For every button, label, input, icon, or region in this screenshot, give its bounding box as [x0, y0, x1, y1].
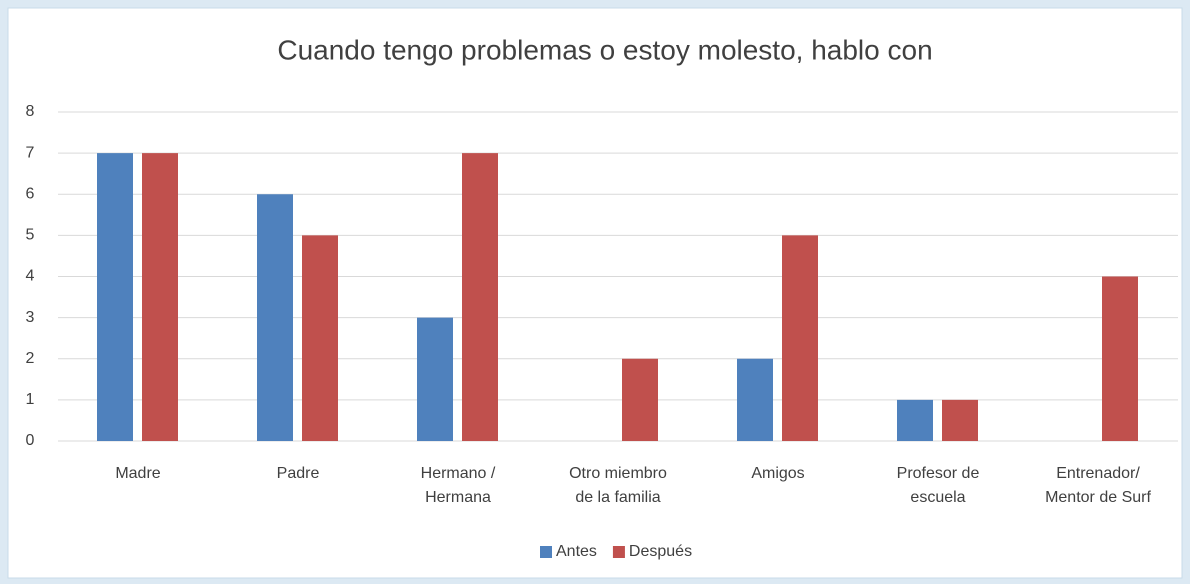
- x-tick-label: Madre: [115, 465, 160, 482]
- y-tick-label: 8: [26, 103, 35, 120]
- x-tick-label: Entrenador/: [1056, 465, 1140, 482]
- x-tick-label: Mentor de Surf: [1045, 489, 1151, 506]
- bar: [622, 358, 658, 441]
- x-tick-label: Hermana: [425, 489, 491, 506]
- bar: [257, 194, 293, 441]
- y-tick-label: 6: [26, 185, 35, 202]
- bar: [417, 317, 453, 441]
- bar: [462, 153, 498, 441]
- legend-swatch: [612, 546, 625, 558]
- x-tick-label: escuela: [910, 489, 965, 506]
- x-tick-label: de la familia: [575, 489, 660, 506]
- bar: [942, 399, 978, 441]
- y-tick-label: 1: [26, 391, 35, 408]
- chart-title: Cuando tengo problemas o estoy molesto, …: [277, 34, 932, 65]
- x-tick-label: Hermano /: [421, 465, 496, 482]
- x-tick-label: Padre: [277, 465, 320, 482]
- x-tick-label: Profesor de: [897, 465, 980, 482]
- legend-label: Después: [629, 543, 692, 560]
- bar: [97, 153, 133, 441]
- y-tick-label: 5: [26, 227, 35, 244]
- chart-panel: [7, 7, 1183, 579]
- y-tick-label: 4: [26, 268, 35, 285]
- bar: [142, 153, 178, 441]
- y-tick-label: 0: [26, 432, 35, 449]
- x-tick-label: Otro miembro: [569, 465, 667, 482]
- bar: [782, 235, 818, 441]
- legend-label: Antes: [556, 543, 597, 560]
- bar: [737, 358, 773, 441]
- legend-swatch: [540, 546, 552, 558]
- y-tick-label: 7: [26, 144, 35, 161]
- x-tick-label: Amigos: [751, 465, 804, 482]
- y-tick-label: 3: [26, 309, 35, 326]
- bar: [897, 399, 933, 441]
- bar: [302, 235, 338, 441]
- y-tick-label: 2: [26, 350, 35, 367]
- bar: [1102, 276, 1138, 441]
